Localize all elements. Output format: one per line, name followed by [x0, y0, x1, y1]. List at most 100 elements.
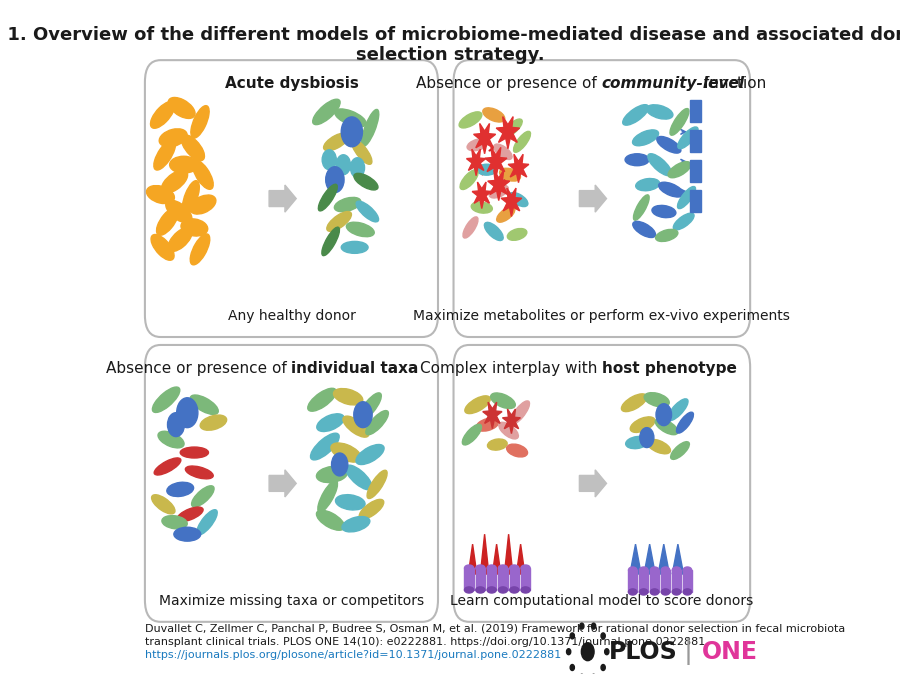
Ellipse shape [648, 154, 671, 176]
Ellipse shape [677, 412, 693, 433]
Ellipse shape [494, 144, 512, 159]
Ellipse shape [659, 182, 683, 197]
Ellipse shape [662, 567, 670, 573]
Ellipse shape [335, 109, 366, 127]
Bar [690, 100, 700, 122]
Ellipse shape [154, 140, 176, 170]
Ellipse shape [463, 217, 478, 238]
Polygon shape [672, 544, 683, 574]
Ellipse shape [154, 458, 181, 475]
Ellipse shape [177, 507, 203, 522]
Ellipse shape [168, 227, 193, 251]
Circle shape [566, 649, 571, 655]
Ellipse shape [331, 443, 361, 462]
Ellipse shape [476, 587, 485, 593]
Polygon shape [502, 409, 520, 433]
Ellipse shape [151, 495, 175, 514]
Ellipse shape [509, 192, 528, 207]
Polygon shape [501, 188, 522, 217]
Ellipse shape [482, 108, 505, 122]
Ellipse shape [190, 195, 216, 214]
Ellipse shape [312, 99, 340, 125]
Polygon shape [630, 544, 641, 574]
Ellipse shape [472, 202, 492, 213]
Ellipse shape [626, 437, 648, 449]
Circle shape [581, 643, 594, 661]
Ellipse shape [647, 439, 670, 454]
Polygon shape [658, 544, 670, 574]
Ellipse shape [635, 178, 660, 191]
Ellipse shape [656, 404, 671, 426]
Circle shape [591, 623, 596, 629]
Ellipse shape [633, 130, 659, 146]
Polygon shape [481, 534, 489, 574]
Bar [690, 160, 700, 182]
FancyBboxPatch shape [454, 60, 750, 337]
Ellipse shape [477, 164, 497, 176]
Ellipse shape [509, 587, 519, 593]
Bar [662, 570, 670, 592]
Ellipse shape [193, 160, 213, 189]
Ellipse shape [185, 466, 213, 479]
FancyBboxPatch shape [145, 345, 438, 622]
Ellipse shape [509, 565, 519, 571]
Text: ONE: ONE [702, 640, 758, 664]
Text: Maximize metabolites or perform ex-vivo experiments: Maximize metabolites or perform ex-vivo … [413, 309, 790, 323]
Ellipse shape [162, 516, 187, 529]
Polygon shape [492, 544, 500, 574]
Ellipse shape [346, 222, 374, 237]
Polygon shape [485, 147, 507, 178]
Text: Absence or presence of: Absence or presence of [106, 361, 292, 376]
Bar [464, 568, 473, 590]
Text: host phenotype: host phenotype [602, 361, 737, 376]
Text: individual taxa: individual taxa [292, 361, 418, 376]
Ellipse shape [343, 416, 369, 437]
FancyArrow shape [269, 185, 296, 212]
Ellipse shape [317, 414, 344, 431]
Ellipse shape [182, 135, 204, 161]
Ellipse shape [367, 470, 387, 499]
Ellipse shape [326, 167, 344, 192]
Ellipse shape [655, 418, 678, 435]
Text: Any healthy donor: Any healthy donor [228, 309, 356, 323]
Ellipse shape [651, 567, 659, 573]
Ellipse shape [484, 222, 503, 240]
Ellipse shape [341, 117, 363, 146]
Ellipse shape [322, 150, 337, 169]
Circle shape [176, 398, 198, 428]
Ellipse shape [521, 587, 530, 593]
FancyArrow shape [580, 185, 607, 212]
Ellipse shape [678, 127, 698, 148]
Ellipse shape [464, 565, 473, 571]
Ellipse shape [670, 109, 688, 135]
Ellipse shape [514, 132, 530, 153]
Polygon shape [644, 544, 655, 574]
Text: Acute dysbiosis: Acute dysbiosis [224, 76, 358, 91]
Ellipse shape [359, 500, 383, 519]
Ellipse shape [346, 465, 372, 490]
Bar [521, 568, 530, 590]
Ellipse shape [324, 133, 349, 151]
Circle shape [580, 674, 584, 675]
Ellipse shape [158, 431, 184, 448]
Ellipse shape [621, 394, 647, 412]
Text: |: | [683, 638, 692, 665]
Ellipse shape [655, 230, 678, 242]
Ellipse shape [350, 158, 365, 178]
Ellipse shape [342, 516, 370, 532]
Text: transplant clinical trials. PLOS ONE 14(10): e0222881. https://doi.org/10.1371/j: transplant clinical trials. PLOS ONE 14(… [145, 637, 706, 647]
Ellipse shape [174, 527, 201, 541]
Ellipse shape [147, 186, 175, 204]
Ellipse shape [464, 396, 491, 414]
Ellipse shape [318, 481, 338, 512]
Ellipse shape [683, 567, 692, 573]
Ellipse shape [510, 401, 529, 425]
Bar [672, 570, 680, 592]
Ellipse shape [460, 170, 478, 190]
Ellipse shape [668, 399, 688, 421]
Ellipse shape [487, 587, 496, 593]
Polygon shape [482, 402, 502, 429]
Ellipse shape [190, 234, 210, 265]
Ellipse shape [678, 186, 696, 209]
Ellipse shape [335, 197, 361, 212]
